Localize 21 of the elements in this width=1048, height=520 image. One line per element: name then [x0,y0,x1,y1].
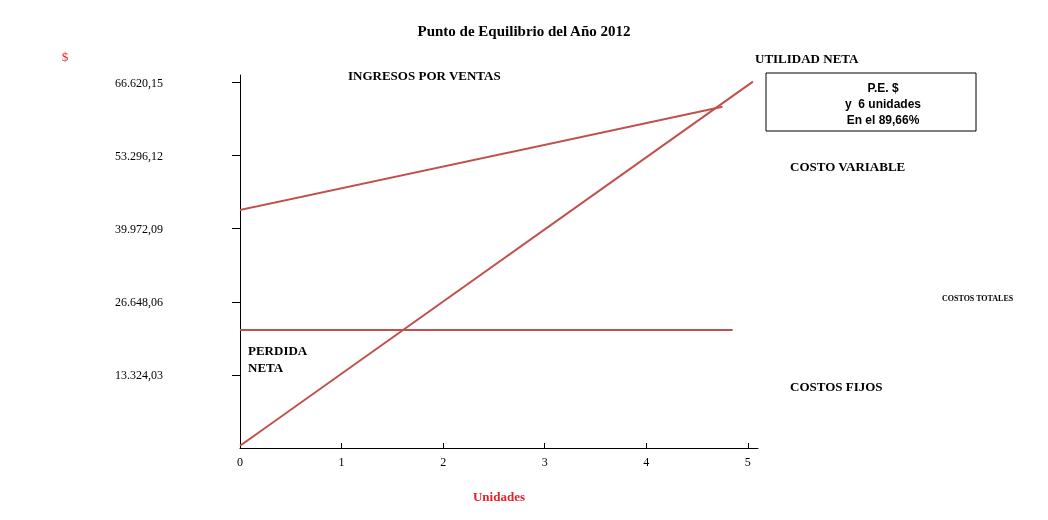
text: UTILIDAD NETA [755,51,860,66]
x-tick-label: 1 [338,455,345,469]
y-tick-label: 66.620,15 [115,75,163,90]
annotation: PERDIDA NETA [248,343,308,375]
y-tick-label: 26.648,06 [115,294,163,309]
y-axis-title: $ [61,49,69,64]
annotation: INGRESOS POR VENTAS [348,68,501,83]
x-tick-label: 4 [643,455,650,469]
y-tick-label: 39.972,09 [115,221,163,236]
x-tick-label: 5 [744,455,751,469]
x-tick-label: 0 [237,455,243,469]
x-tick-label: 3 [541,455,548,469]
text: COSTOS FIJOS [790,379,883,394]
x-tick-label: 2 [440,455,447,469]
x-axis-title: Unidades [472,489,526,504]
text: COSTO VARIABLE [790,159,906,174]
text: COSTOS TOTALES [942,293,1014,303]
chart-title: Punto de Equilibrio del Año 2012 [417,22,631,39]
text: P.E. $ y 6 unidades En el 89,66% [845,81,922,127]
y-tick-label: 13.324,03 [115,367,163,382]
y-tick-label: 53.296,12 [115,148,163,163]
